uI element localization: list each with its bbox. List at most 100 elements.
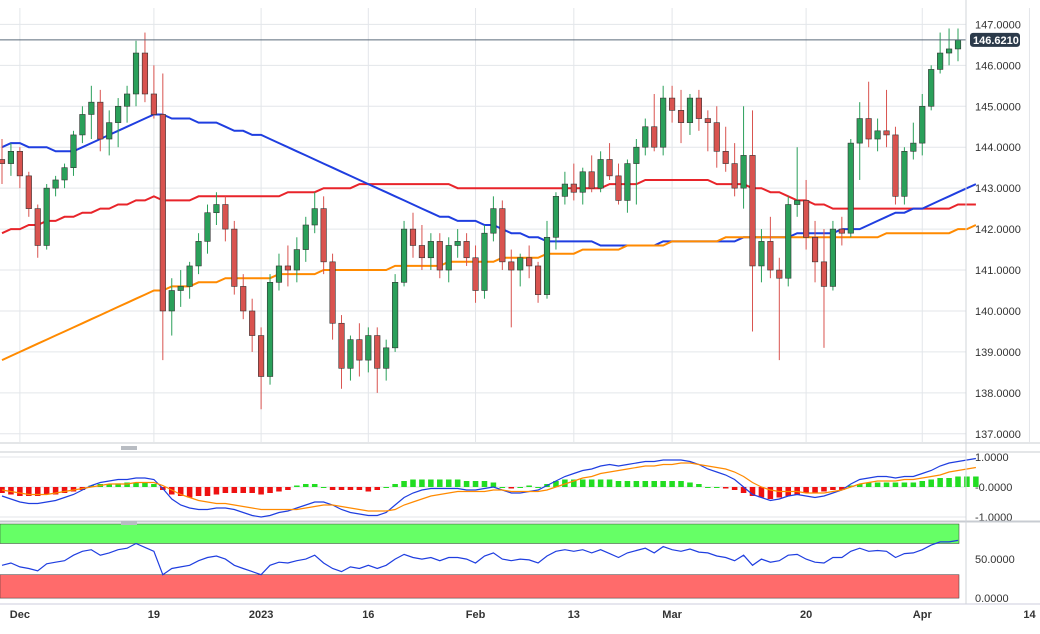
candle-body: [141, 52, 149, 95]
candle-body: [561, 183, 568, 197]
histogram-bar: [329, 487, 336, 490]
candle-body: [427, 241, 434, 259]
candle-body: [856, 118, 863, 144]
candle-body: [713, 122, 720, 152]
candle-body: [472, 257, 479, 291]
candle-body: [651, 126, 658, 148]
candle-body: [204, 212, 211, 242]
candle-body: [97, 101, 104, 140]
histogram-bar: [26, 487, 32, 496]
oversold-zone: [0, 574, 960, 599]
candle-body: [16, 151, 23, 177]
price-tick-label: 147.0000: [975, 19, 1021, 31]
candle-body: [597, 159, 604, 189]
histogram-bar: [973, 476, 979, 487]
date-tick-label: 13: [568, 609, 580, 621]
histogram-bar: [615, 481, 622, 487]
candle-body: [445, 245, 452, 271]
histogram-bar: [606, 479, 613, 487]
histogram-bar: [8, 487, 14, 495]
last-price-badge-bg: [970, 32, 1020, 47]
price-gridlines: [0, 8, 1030, 442]
oscillator-2-line: [1, 539, 959, 576]
price-panel: 147.0000 146.0000 145.0000 144.0000 143.0000…: [0, 8, 1030, 442]
candle-body: [115, 105, 122, 123]
candle-body: [34, 208, 41, 246]
candle-body: [240, 286, 247, 312]
candle-body: [937, 52, 944, 70]
histogram-bar: [946, 478, 952, 487]
oscillator-1-line: [1, 462, 976, 512]
histogram-bar: [240, 487, 247, 493]
histogram-bar: [490, 482, 497, 487]
histogram-bar: [142, 482, 148, 487]
histogram-bar: [892, 482, 899, 487]
candle-body: [758, 241, 765, 267]
oscillator-1-tick-label: -0.0000: [975, 482, 1012, 494]
histogram-bar: [428, 479, 434, 487]
histogram-bar: [43, 487, 50, 495]
histogram-bar: [767, 487, 774, 499]
price-tick-label: 139.0000: [975, 347, 1021, 359]
date-tick-label: 2023: [249, 609, 273, 621]
histogram-bar: [401, 481, 407, 487]
candle-body: [517, 257, 524, 271]
candle-body: [356, 339, 363, 361]
histogram-bar: [115, 483, 121, 487]
histogram-bar: [669, 481, 675, 487]
candles: [0, 28, 962, 410]
histogram-bar: [848, 485, 854, 487]
date-tick-label: Mar: [662, 609, 682, 621]
histogram-bar: [133, 482, 139, 487]
candle-body: [686, 97, 694, 123]
candle-body: [275, 265, 283, 283]
candle-body: [195, 241, 202, 267]
price-tick-label: 138.0000: [975, 388, 1021, 400]
candle-body: [543, 236, 551, 295]
histogram-bar: [177, 487, 184, 496]
panel-resize-handle[interactable]: [121, 446, 137, 450]
histogram-bar: [696, 484, 702, 487]
candle-body: [928, 69, 935, 107]
candle-body: [499, 208, 506, 263]
price-tick-label: 146.0000: [975, 60, 1021, 72]
histogram-bar: [588, 479, 595, 487]
histogram-bar: [731, 487, 738, 490]
oscillator-panel-1: 1.0000-0.0000-1.0000: [0, 452, 1012, 524]
oscillator-2-tick-label: 50.0000: [975, 554, 1015, 566]
histogram-bar: [419, 479, 425, 487]
histogram-bar: [526, 485, 532, 487]
histogram-bar: [776, 487, 783, 498]
histogram-bar: [821, 487, 827, 492]
price-tick-label: 140.0000: [975, 306, 1021, 318]
candle-body: [409, 228, 417, 246]
date-tick-label: 19: [148, 609, 160, 621]
histogram-bar: [204, 487, 211, 496]
candle-body: [552, 196, 560, 238]
panel-resize-handle[interactable]: [121, 521, 137, 525]
histogram-bar: [276, 487, 282, 492]
date-tick-label: Feb: [466, 609, 486, 621]
candle-body: [231, 228, 238, 287]
histogram-bar: [571, 479, 577, 487]
histogram-bar: [812, 487, 818, 493]
histogram-bar: [454, 479, 461, 487]
histogram-bar: [347, 487, 354, 490]
candle-body: [481, 232, 488, 291]
histogram-bar: [937, 478, 943, 487]
candle-body: [338, 322, 345, 369]
histogram-bar: [705, 487, 711, 488]
date-axis: Dec 19 2023 16 Feb 13 Mar 20 Apr 14: [0, 603, 1040, 621]
histogram-bar: [651, 481, 657, 487]
candle-body: [0, 159, 6, 164]
candle-body: [820, 261, 828, 287]
histogram-bar: [124, 482, 130, 487]
histogram-bar: [61, 487, 68, 493]
candle-body: [258, 335, 265, 377]
candle-body: [535, 265, 542, 295]
histogram-bar: [660, 481, 666, 487]
histogram-bar: [722, 487, 729, 489]
histogram-bar: [794, 487, 800, 495]
candle-body: [749, 155, 756, 267]
histogram-bar: [597, 479, 604, 487]
